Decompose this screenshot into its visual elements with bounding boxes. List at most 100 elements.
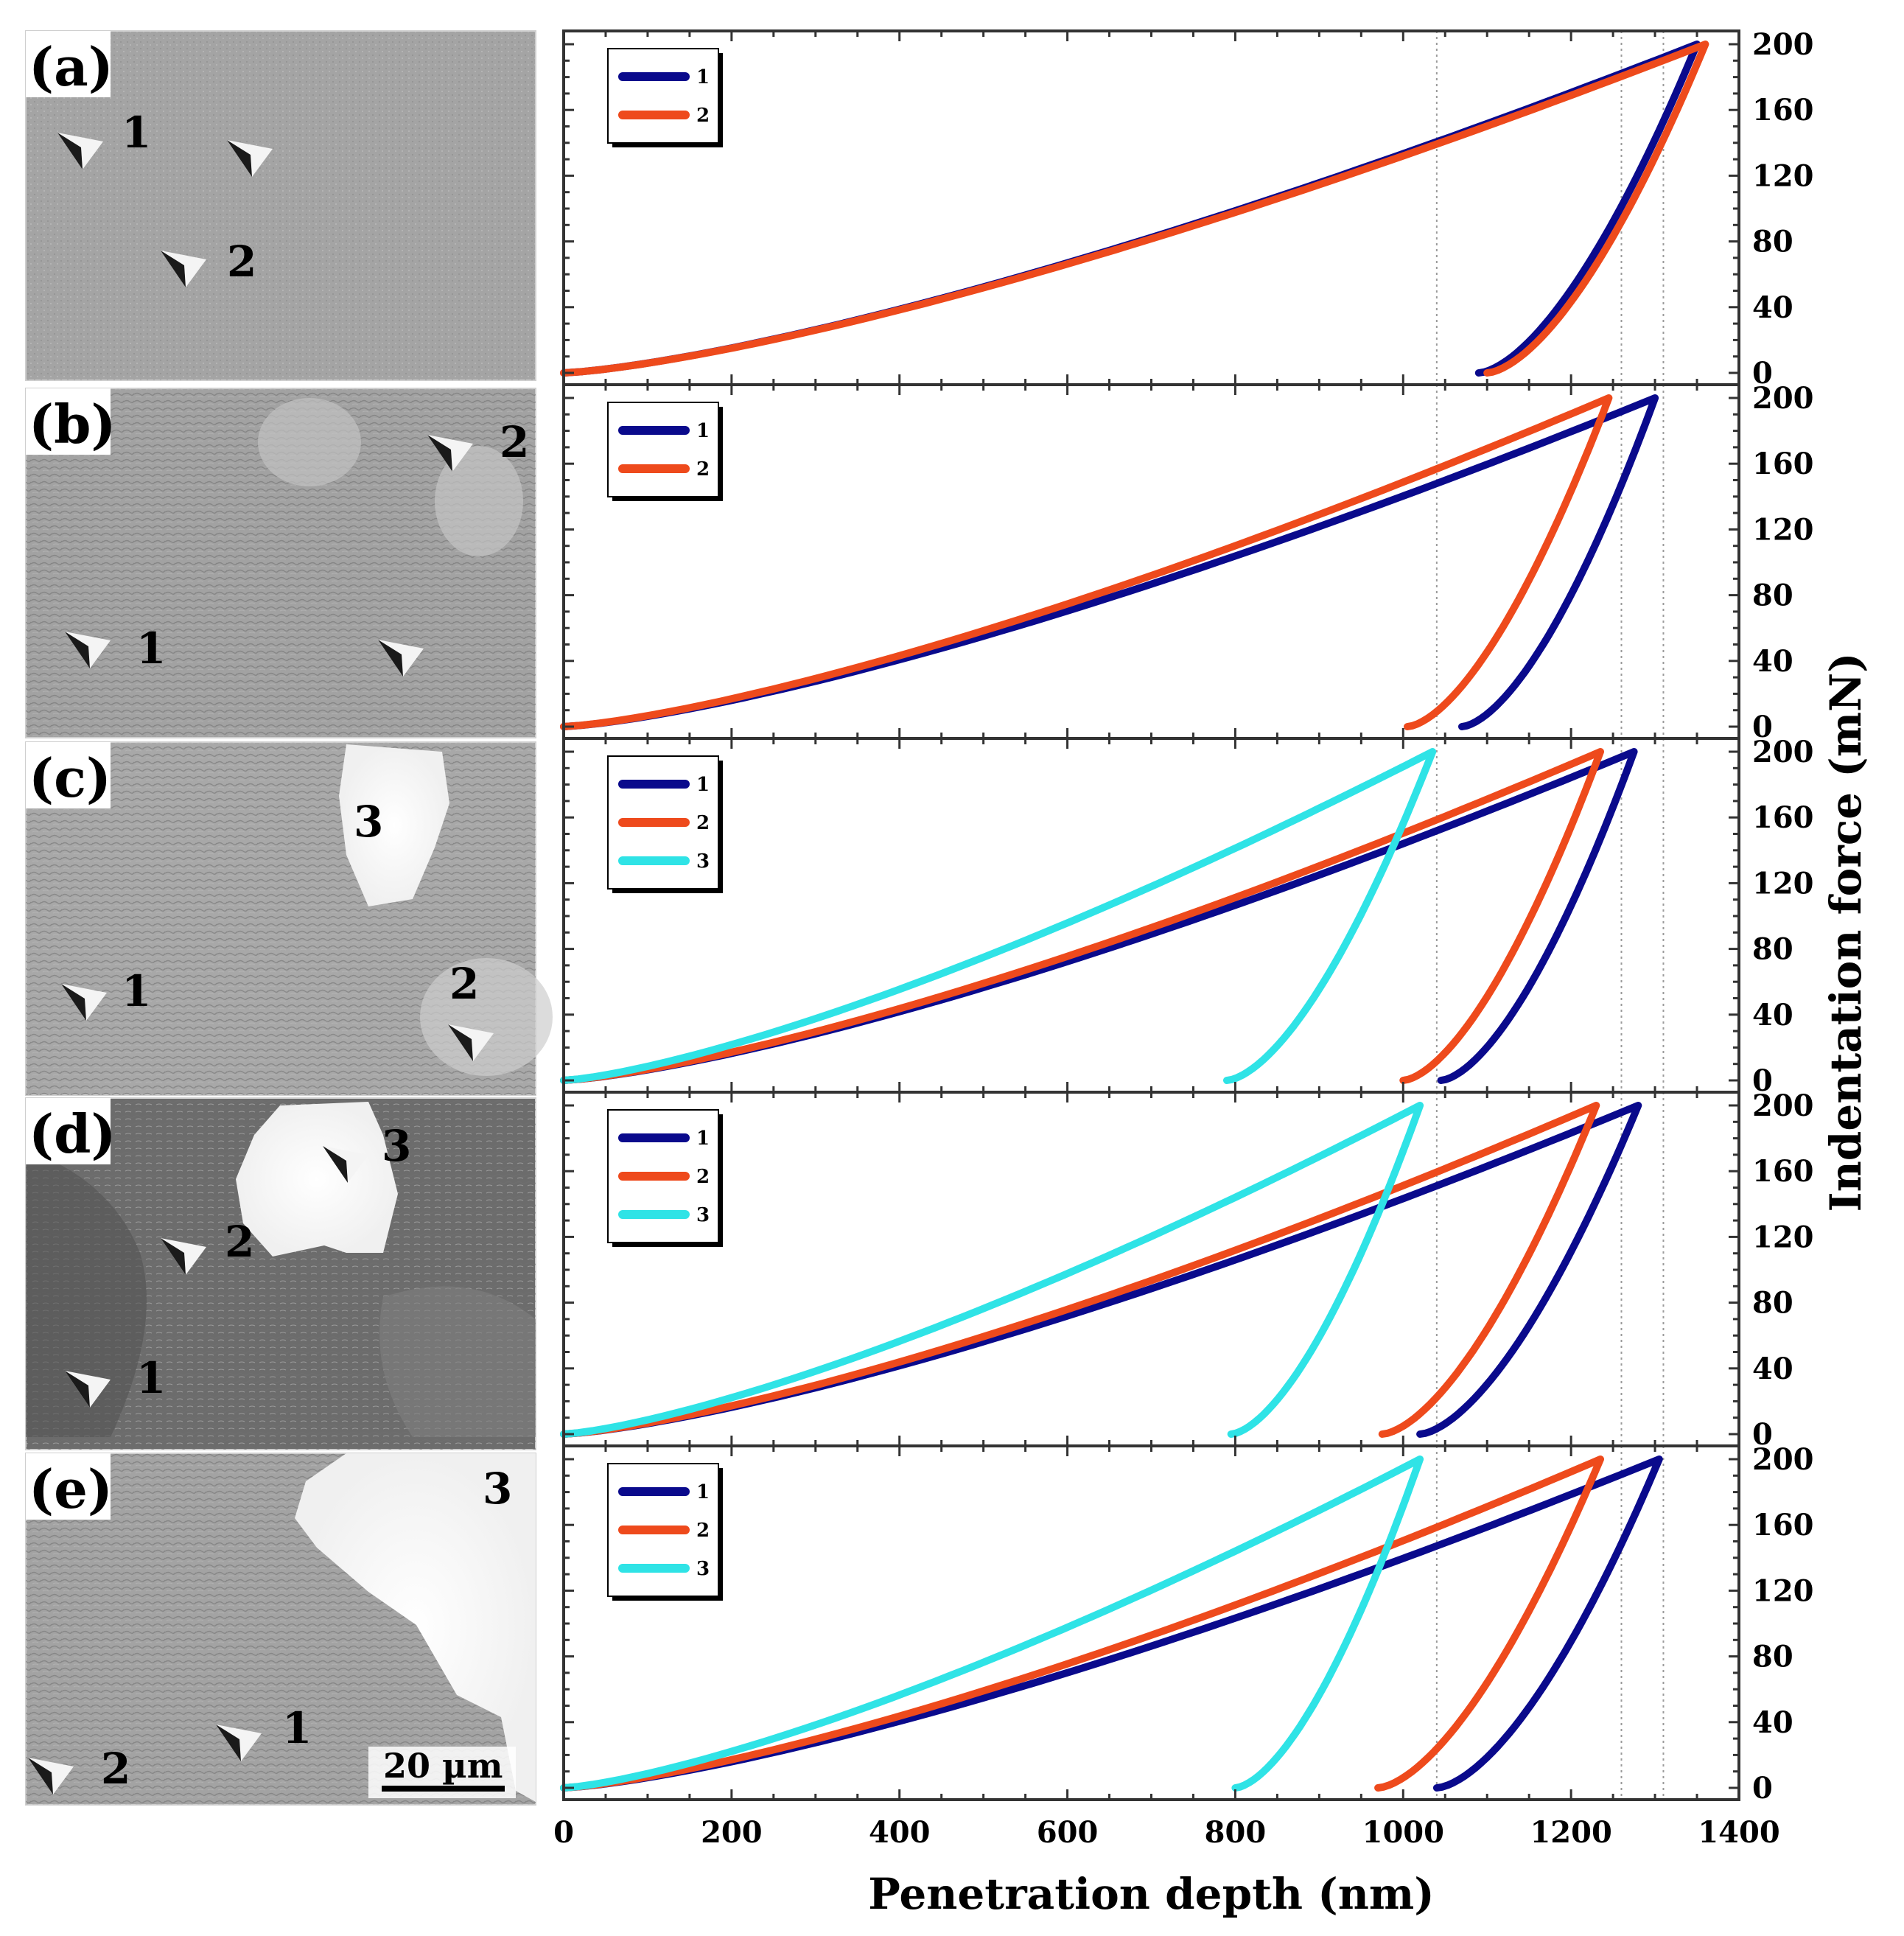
y-tick-label: 80 xyxy=(1752,1640,1793,1674)
chart-panel-c: 0 40 80 120 160 200 1 2 3 xyxy=(560,735,1814,1098)
indent-shadow xyxy=(227,140,252,177)
y-tick-label: 0 xyxy=(1752,1417,1773,1452)
y-tick-label: 200 xyxy=(1752,1088,1814,1123)
y-tick-label: 80 xyxy=(1752,579,1793,613)
indent-shadow xyxy=(65,1371,90,1408)
y-tick-label: 120 xyxy=(1752,512,1814,547)
x-axis-title: Penetration depth (nm) xyxy=(868,1869,1434,1919)
chart-panel-e: 0 40 80 120 160 200 1 2 3 xyxy=(560,1442,1814,1806)
light-phase-region xyxy=(435,446,523,556)
series-2-curve xyxy=(560,394,1613,730)
panel-label: (c) xyxy=(29,747,111,809)
y-axis-title: Indentation force (mN) xyxy=(1821,652,1871,1212)
legend-label: 3 xyxy=(696,1558,710,1580)
light-phase-region xyxy=(258,398,361,486)
chart-panel-b: 0 40 80 120 160 200 1 2 xyxy=(560,381,1814,744)
scale-bar-label: 20 µm xyxy=(383,1746,503,1786)
y-tick-label: 40 xyxy=(1752,290,1793,325)
indent-shadow xyxy=(216,1724,241,1761)
y-tick-label: 40 xyxy=(1752,1352,1793,1386)
panel-label-background xyxy=(26,1098,111,1164)
y-tick-label: 80 xyxy=(1752,932,1793,967)
legend-label: 1 xyxy=(696,1481,710,1503)
y-tick-label: 0 xyxy=(1752,1771,1773,1806)
y-tick-label: 80 xyxy=(1752,225,1793,259)
series-1-curve xyxy=(560,1456,1663,1792)
y-tick-label: 40 xyxy=(1752,1705,1793,1740)
micrograph-c: 1 2 3 (c) xyxy=(25,741,553,1096)
indent-shadow xyxy=(427,435,452,472)
series-3-curve xyxy=(560,1456,1424,1792)
indent-shadow xyxy=(448,1024,473,1061)
x-tick-label: 800 xyxy=(1205,1815,1267,1850)
micrograph-b: 2 1 (b) xyxy=(25,388,536,738)
series-2-curve xyxy=(560,1102,1600,1438)
micrograph-point-label: 1 xyxy=(122,108,151,158)
indent-shadow xyxy=(161,251,186,287)
phase-3-region xyxy=(295,1453,536,1802)
indent-shadow xyxy=(323,1146,348,1183)
panel-label: (a) xyxy=(29,35,113,98)
indent-shadow xyxy=(378,640,403,677)
plots-column: 0408012016020012040801201602001204080120… xyxy=(553,27,1871,1919)
y-tick-label: 80 xyxy=(1752,1286,1793,1321)
series-3-curve xyxy=(560,1102,1424,1438)
y-tick-label: 40 xyxy=(1752,998,1793,1032)
plot-frame xyxy=(562,29,1740,386)
legend-label: 1 xyxy=(696,774,710,796)
micrograph-d: 3 2 1 (d) xyxy=(25,1097,536,1450)
panel-label: (d) xyxy=(29,1102,116,1165)
x-tick-label: 1000 xyxy=(1362,1815,1444,1850)
y-tick-label: 160 xyxy=(1752,93,1814,127)
y-tick-label: 160 xyxy=(1752,800,1814,835)
micrograph-e: 1 2 3 (e) 20 µm xyxy=(25,1453,536,1806)
series-2-curve xyxy=(560,748,1604,1084)
chart-panel-d: 0 40 80 120 160 200 1 2 3 xyxy=(560,1088,1814,1452)
micrograph-point-label: 1 xyxy=(122,966,151,1016)
y-tick-label: 120 xyxy=(1752,158,1814,193)
panel-label-background xyxy=(26,388,111,455)
micrograph-point-label: 3 xyxy=(483,1464,512,1514)
micrograph-point-label: 1 xyxy=(136,1353,166,1403)
panel-label-background xyxy=(26,31,111,97)
micrograph-point-label: 1 xyxy=(136,623,166,674)
micrographs-column: 1 2 (a) 2 1 (b) 1 2 3 (c) 3 2 1 (d) 1 2 3 (e) 20 µm xyxy=(25,30,553,1806)
indent-shadow xyxy=(61,984,86,1021)
micrograph-point-label: 2 xyxy=(101,1744,130,1794)
light-phase-region xyxy=(420,958,553,1076)
legend-label: 3 xyxy=(696,1204,710,1226)
x-tick-label: 0 xyxy=(553,1815,574,1850)
legend-label: 3 xyxy=(696,850,710,873)
y-tick-label: 0 xyxy=(1752,710,1773,744)
y-tick-label: 0 xyxy=(1752,356,1773,391)
legend-box xyxy=(607,48,719,144)
micrograph-point-label: 2 xyxy=(500,417,529,467)
x-tick-label: 1200 xyxy=(1530,1815,1611,1850)
y-tick-label: 160 xyxy=(1752,447,1814,481)
micrograph-point-label: 2 xyxy=(227,237,256,287)
legend-label: 2 xyxy=(696,1520,710,1542)
micrograph-point-label: 2 xyxy=(449,959,479,1009)
legend-label: 2 xyxy=(696,812,710,834)
series-1-curve xyxy=(560,41,1701,377)
panel-label-background xyxy=(26,742,111,808)
indent-shadow xyxy=(161,1238,186,1275)
legend-box xyxy=(607,402,719,497)
legend-label: 1 xyxy=(696,420,710,442)
y-tick-label: 200 xyxy=(1752,27,1814,62)
grain-region xyxy=(379,1286,536,1437)
x-tick-label: 200 xyxy=(701,1815,763,1850)
series-3-curve xyxy=(560,748,1437,1084)
y-tick-label: 40 xyxy=(1752,644,1793,679)
indent-shadow xyxy=(65,632,90,668)
panel-label: (e) xyxy=(29,1458,113,1520)
chart-panel-a: 0 40 80 120 160 200 1 2 xyxy=(560,27,1814,391)
x-tick-label: 600 xyxy=(1037,1815,1099,1850)
micrograph-point-label: 3 xyxy=(382,1121,411,1171)
y-tick-label: 120 xyxy=(1752,1573,1814,1608)
phase-3-region xyxy=(236,1102,398,1257)
phase-3-region xyxy=(339,744,449,906)
y-tick-label: 200 xyxy=(1752,1442,1814,1477)
series-2-curve xyxy=(560,1456,1604,1792)
